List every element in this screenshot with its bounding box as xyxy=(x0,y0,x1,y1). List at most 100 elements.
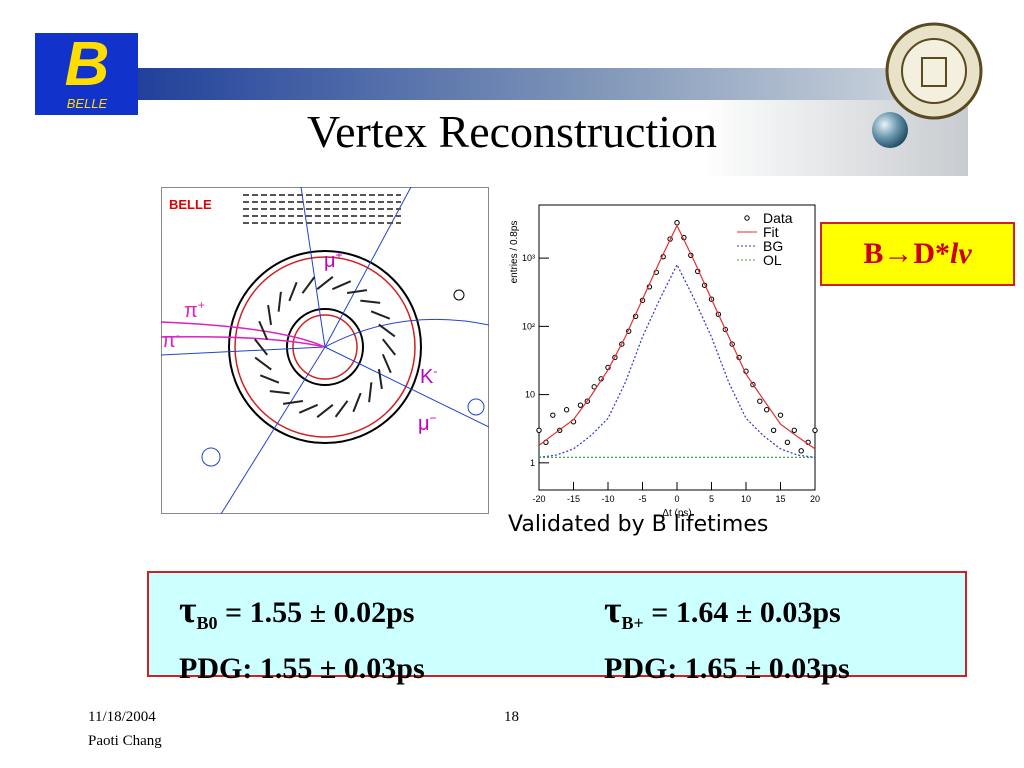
x-tick-label: -20 xyxy=(532,494,545,504)
lifetime: τB0 = 1.55 ± 0.02ps xyxy=(179,587,425,646)
particle-symbol: π xyxy=(162,330,176,352)
drift-cell xyxy=(316,276,334,290)
data-point xyxy=(798,448,804,454)
results-box: τB0 = 1.55 ± 0.02ps PDG: 1.55 ± 0.03ps τB+… xyxy=(147,571,967,685)
particle-charge: - xyxy=(176,328,180,342)
tau-subscript: B+ xyxy=(621,613,644,633)
x-axis-label: Δt (ps) xyxy=(662,508,691,519)
data-point xyxy=(764,407,770,413)
drift-cell xyxy=(277,291,282,312)
y-axis-label: entries / 0.8ps xyxy=(509,221,520,284)
result: τB0 = 1.55 ± 0.02ps PDG: 1.55 ± 0.03ps xyxy=(179,587,425,692)
drift-cell xyxy=(298,403,319,414)
track xyxy=(324,187,412,348)
hit xyxy=(201,447,221,467)
drift-cell xyxy=(346,289,368,295)
footer-date: 11/18/2004 xyxy=(88,709,156,725)
lifetime: τB+ = 1.64 ± 0.03ps xyxy=(604,587,850,646)
x-tick-label: -15 xyxy=(567,494,580,504)
particle-charge: + xyxy=(198,298,205,312)
fit-curve xyxy=(538,224,816,450)
lifetime-value: = 1.64 ± 0.03ps xyxy=(651,596,841,629)
x-tick-label: 5 xyxy=(709,494,714,504)
data-point xyxy=(784,439,791,445)
track xyxy=(324,346,489,428)
drift-cell xyxy=(331,280,352,291)
legend-label: Data xyxy=(763,210,793,226)
data-point xyxy=(577,402,584,408)
drift-cell xyxy=(377,368,383,390)
track xyxy=(300,187,326,348)
legend-label: BG xyxy=(763,238,783,254)
data-point xyxy=(550,412,556,418)
track-pion xyxy=(161,321,326,348)
data-point xyxy=(757,398,763,404)
particle-symbol: μ xyxy=(324,250,336,272)
detector xyxy=(161,187,489,514)
data-point xyxy=(536,427,542,433)
particle-symbol: K xyxy=(420,366,434,388)
event-frame xyxy=(161,187,489,514)
drift-cell xyxy=(258,320,269,341)
hit xyxy=(453,289,465,301)
event-title: BELLE xyxy=(169,197,212,212)
x-tick-label: 0 xyxy=(674,494,679,504)
decay-box: B→D*lν xyxy=(820,222,1015,286)
y-tick-label: 1 xyxy=(530,458,535,468)
track xyxy=(161,346,326,356)
y-tick-label: 10³ xyxy=(522,253,535,263)
particle-charge: + xyxy=(336,248,343,262)
legend-label: OL xyxy=(763,252,782,268)
result: τB+ = 1.64 ± 0.03ps PDG: 1.65 ± 0.03ps xyxy=(604,587,850,692)
decay-italic: lν xyxy=(950,237,972,270)
drift-cell xyxy=(288,281,298,302)
tau-subscript: B0 xyxy=(196,613,218,633)
drift-cell xyxy=(259,374,280,384)
particle-label: K- xyxy=(420,364,437,388)
x-tick-label: 15 xyxy=(775,494,785,504)
detector-inner-red xyxy=(292,314,358,380)
particle-label: π- xyxy=(162,328,180,352)
legend-marker xyxy=(744,215,750,221)
data-point xyxy=(770,427,777,433)
particle-label: μ− xyxy=(418,411,437,435)
detector-inner xyxy=(286,308,364,386)
drift-cell xyxy=(316,404,334,418)
event-display: BELLE μ+π+π-K-μ− xyxy=(161,187,489,514)
drift-cell xyxy=(267,304,273,326)
data-point xyxy=(791,427,797,433)
drift-cell xyxy=(254,338,268,356)
particle-label: π+ xyxy=(184,298,205,322)
header-sphere xyxy=(872,112,908,148)
track-kaon xyxy=(324,318,489,348)
decay-text: B→D* xyxy=(863,237,951,270)
drift-cell xyxy=(378,323,396,338)
x-tick-label: 10 xyxy=(741,494,751,504)
particle-symbol: μ xyxy=(418,413,430,435)
caption: Validated by B lifetimes xyxy=(508,512,769,537)
tau-symbol: τ xyxy=(604,589,622,631)
pdg-value: PDG: 1.65 ± 0.03ps xyxy=(604,652,850,685)
drift-cell xyxy=(370,310,391,320)
drift-cell xyxy=(282,399,304,405)
seal-inner xyxy=(901,38,967,104)
track xyxy=(220,346,326,514)
detector-outer xyxy=(228,250,422,444)
drift-cell xyxy=(301,276,316,294)
x-tick-label: -5 xyxy=(638,494,646,504)
slide-title: Vertex Reconstruction xyxy=(306,106,718,157)
data-point xyxy=(563,407,570,413)
data-point xyxy=(777,412,784,418)
drift-cell xyxy=(381,353,392,374)
logo-mark: B xyxy=(65,30,110,99)
footer-author: Paoti Chang xyxy=(88,733,162,749)
logo-box xyxy=(35,33,138,115)
drift-cell xyxy=(368,382,373,403)
data-point xyxy=(812,427,818,433)
particle-charge: - xyxy=(433,364,437,378)
tau-symbol: τ xyxy=(179,589,197,631)
pdg-value: PDG: 1.55 ± 0.03ps xyxy=(179,652,425,685)
